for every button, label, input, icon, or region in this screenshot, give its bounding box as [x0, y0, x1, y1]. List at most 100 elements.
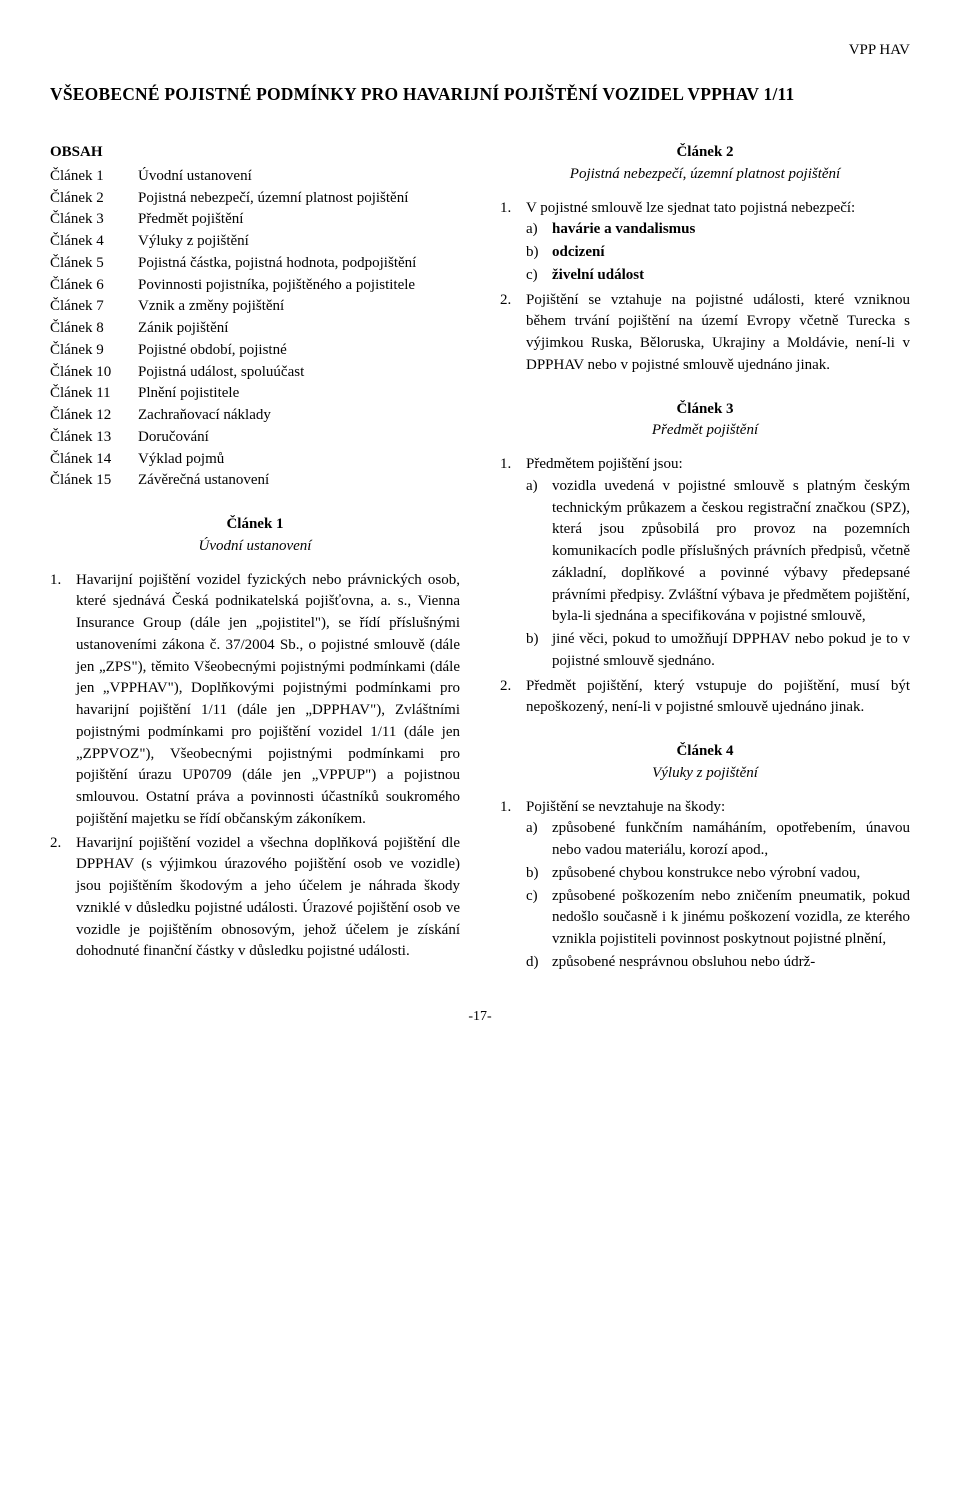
toc-text: Plnění pojistitele: [138, 383, 460, 405]
letter-body: způsobené chybou konstrukce nebo výrobní…: [552, 863, 910, 885]
toc-row: Článek 6Povinnosti pojistníka, pojištěné…: [50, 275, 460, 297]
toc-label: Článek 9: [50, 340, 128, 362]
letter-row: c)způsobené poškozením nebo zničením pne…: [526, 886, 910, 951]
toc-label: Článek 1: [50, 166, 128, 188]
toc-row: Článek 2 Pojistná nebezpečí, územní platn…: [50, 188, 460, 210]
letter-label: d): [526, 952, 544, 974]
page-number: -17-: [50, 1007, 910, 1027]
content-columns: OBSAH Článek 1Úvodní ustanovení Článek 2…: [50, 142, 910, 977]
toc-text: Doručování: [138, 427, 460, 449]
toc-label: Článek 14: [50, 449, 128, 471]
letter-row: a) havárie a vandalismus: [526, 219, 910, 241]
art4-p1: 1. Pojištění se nevztahuje na škody: a)z…: [500, 797, 910, 975]
letter-body: způsobené poškozením nebo zničením pneum…: [552, 886, 910, 951]
art2-heading: Článek 2: [500, 142, 910, 164]
art4-heading: Článek 4: [500, 741, 910, 763]
toc-row: Článek 3 Předmět pojištění: [50, 209, 460, 231]
letter-label: b): [526, 629, 544, 673]
art3-p2: 2. Předmět pojištění, který vstupuje do …: [500, 676, 910, 720]
toc-label: Článek 3: [50, 209, 128, 231]
main-title: VŠEOBECNÉ POJISTNÉ PODMÍNKY PRO HAVARIJN…: [50, 82, 910, 107]
letter-body: způsobené nesprávnou obsluhou nebo údrž-: [552, 952, 910, 974]
toc-text: Pojistná nebezpečí, územní platnost poji…: [138, 188, 460, 210]
toc-text: Povinnosti pojistníka, pojištěného a poj…: [138, 275, 460, 297]
num-label: 1.: [500, 454, 518, 674]
intro-text: V pojistné smlouvě lze sjednat tato poji…: [526, 200, 855, 216]
bold: živelní událost: [552, 267, 644, 283]
letter-label: a): [526, 219, 544, 241]
toc-text: Závěrečná ustanovení: [138, 470, 460, 492]
num-body: Předmětem pojištění jsou: a)vozidla uved…: [526, 454, 910, 674]
header-code: VPP HAV: [50, 40, 910, 62]
toc-text: Výklad pojmů: [138, 449, 460, 471]
toc-row: Článek 10 Pojistná událost, spoluúčast: [50, 362, 460, 384]
letter-row: c) živelní událost: [526, 265, 910, 287]
art2-p2: 2. Pojištění se vztahuje na pojistné udá…: [500, 290, 910, 377]
toc-text: Výluky z pojištění: [138, 231, 460, 253]
num-body: Havarijní pojištění vozidel fyzických ne…: [76, 570, 460, 831]
toc-row: Článek 12 Zachraňovací náklady: [50, 405, 460, 427]
letter-body: odcizení: [552, 242, 910, 264]
letter-body: jiné věci, pokud to umožňují DPPHAV nebo…: [552, 629, 910, 673]
art4-sub: Výluky z pojištění: [500, 763, 910, 785]
toc-label: Článek 7: [50, 296, 128, 318]
toc-label: Článek 5: [50, 253, 128, 275]
letter-row: b)jiné věci, pokud to umožňují DPPHAV ne…: [526, 629, 910, 673]
toc-row: Článek 7Vznik a změny pojištění: [50, 296, 460, 318]
toc-text: Zachraňovací náklady: [138, 405, 460, 427]
letter-label: b): [526, 863, 544, 885]
letter-body: živelní událost: [552, 265, 910, 287]
toc-text: Zánik pojištění: [138, 318, 460, 340]
num-label: 1.: [500, 198, 518, 288]
toc-text: Pojistná událost, spoluúčast: [138, 362, 460, 384]
toc-label: Článek 15: [50, 470, 128, 492]
toc-row: Článek 8 Zánik pojištění: [50, 318, 460, 340]
toc-row: Článek 14 Výklad pojmů: [50, 449, 460, 471]
letter-row: a)vozidla uvedená v pojistné smlouvě s p…: [526, 476, 910, 628]
toc-row: Článek 9 Pojistné období, pojistné: [50, 340, 460, 362]
letter-row: b) způsobené chybou konstrukce nebo výrob…: [526, 863, 910, 885]
bold: odcizení: [552, 244, 605, 260]
num-label: 1.: [50, 570, 68, 831]
art3-sub: Předmět pojištění: [500, 420, 910, 442]
letter-label: c): [526, 886, 544, 951]
num-body: V pojistné smlouvě lze sjednat tato poji…: [526, 198, 910, 288]
bold: havárie a vandalismus: [552, 221, 695, 237]
obsah-heading: OBSAH: [50, 142, 460, 164]
num-body: Havarijní pojištění vozidel a všechna do…: [76, 833, 460, 964]
letter-body: vozidla uvedená v pojistné smlouvě s pla…: [552, 476, 910, 628]
letter-row: d) způsobené nesprávnou obsluhou nebo údr…: [526, 952, 910, 974]
art1-sub: Úvodní ustanovení: [50, 536, 460, 558]
art1-heading: Článek 1: [50, 514, 460, 536]
toc-row: Článek 4 Výluky z pojištění: [50, 231, 460, 253]
letter-body: havárie a vandalismus: [552, 219, 910, 241]
toc-row: Článek 15 Závěrečná ustanovení: [50, 470, 460, 492]
toc-label: Článek 11: [50, 383, 128, 405]
intro-text: Pojištění se nevztahuje na škody:: [526, 799, 725, 815]
toc-label: Článek 12: [50, 405, 128, 427]
toc-label: Článek 2: [50, 188, 128, 210]
toc-label: Článek 4: [50, 231, 128, 253]
toc-label: Článek 10: [50, 362, 128, 384]
art2-p1: 1. V pojistné smlouvě lze sjednat tato p…: [500, 198, 910, 288]
num-label: 2.: [50, 833, 68, 964]
letter-row: a)způsobené funkčním namáháním, opotřebe…: [526, 818, 910, 862]
toc-text: Úvodní ustanovení: [138, 166, 460, 188]
art3-heading: Článek 3: [500, 399, 910, 421]
toc-row: Článek 1 Úvodní ustanovení: [50, 166, 460, 188]
art2-sub: Pojistná nebezpečí, územní platnost poji…: [500, 164, 910, 186]
art1-p1: 1. Havarijní pojištění vozidel fyzických…: [50, 570, 460, 831]
num-body: Předmět pojištění, který vstupuje do poj…: [526, 676, 910, 720]
toc-row: Článek 13Doručování: [50, 427, 460, 449]
toc-text: Pojistné období, pojistné: [138, 340, 460, 362]
toc-label: Článek 8: [50, 318, 128, 340]
left-column: OBSAH Článek 1Úvodní ustanovení Článek 2…: [50, 142, 460, 977]
toc-text: Pojistná částka, pojistná hodnota, podpo…: [138, 253, 460, 275]
num-label: 1.: [500, 797, 518, 975]
letter-label: b): [526, 242, 544, 264]
art3-p1: 1. Předmětem pojištění jsou: a)vozidla u…: [500, 454, 910, 674]
letter-label: a): [526, 818, 544, 862]
letter-label: c): [526, 265, 544, 287]
num-body: Pojištění se nevztahuje na škody: a)způs…: [526, 797, 910, 975]
toc-text: Předmět pojištění: [138, 209, 460, 231]
